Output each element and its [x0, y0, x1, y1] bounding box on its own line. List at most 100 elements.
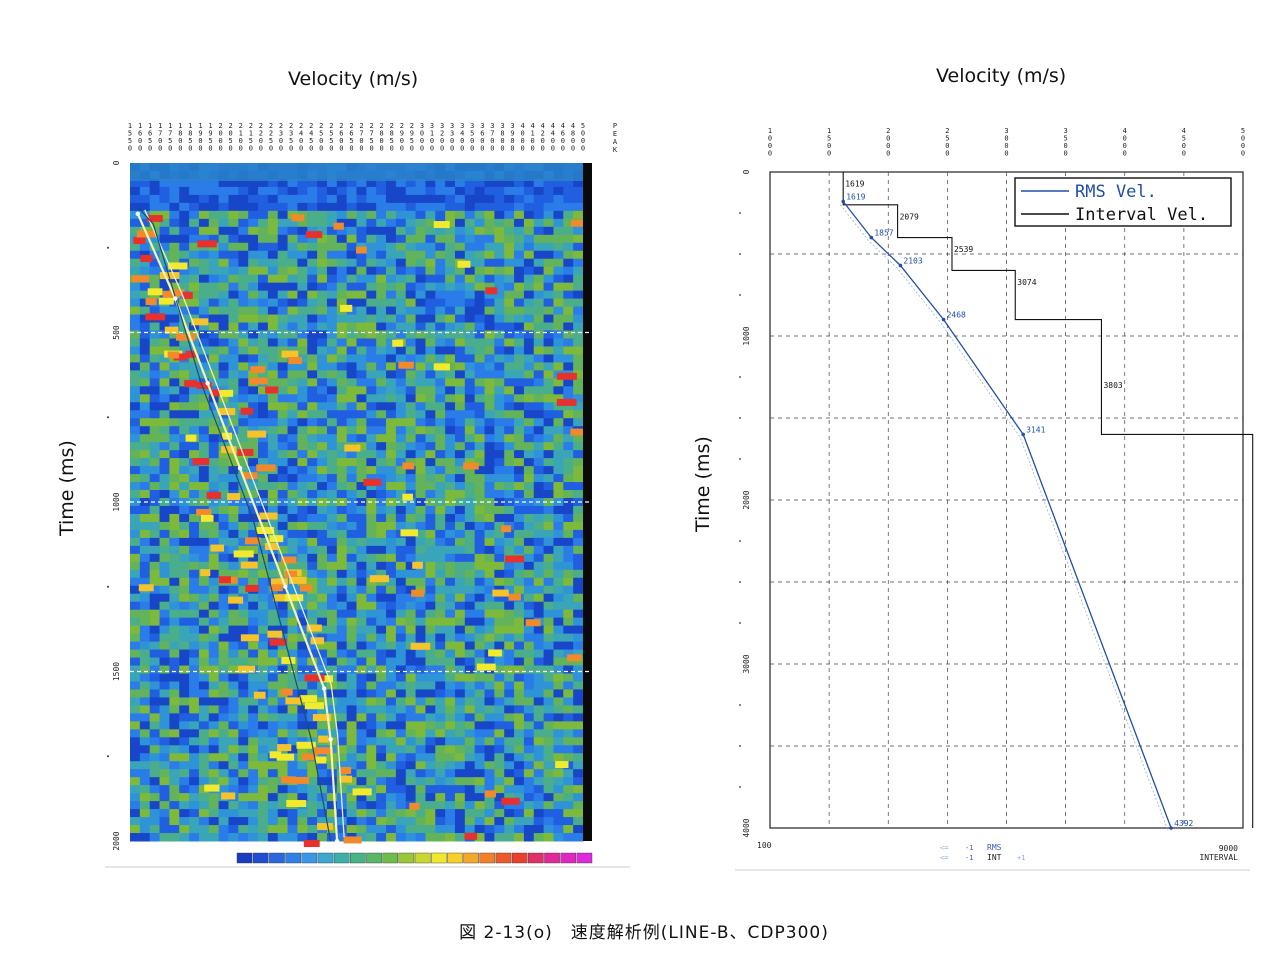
heatmap-cell: [454, 753, 466, 762]
heatmap-cell: [130, 290, 141, 300]
heatmap-cell: [405, 825, 417, 834]
heatmap-cell: [553, 346, 564, 355]
heatmap-cell: [533, 657, 545, 667]
heatmap-cell: [258, 833, 269, 842]
heatmap-cell: [208, 737, 220, 746]
heatmap-cell: [366, 601, 377, 611]
heatmap-cell: [356, 529, 367, 539]
heatmap-cell: [484, 386, 495, 395]
heatmap-cell: [228, 394, 239, 403]
heatmap-cell: [454, 801, 466, 810]
heatmap-cell: [277, 202, 289, 212]
heatmap-cell: [277, 394, 289, 403]
heatmap-cell: [267, 825, 279, 834]
heatmap-cell: [395, 394, 407, 403]
heatmap-cell: [179, 641, 190, 651]
heatmap-cell: [258, 330, 269, 339]
heatmap-cell: [543, 290, 554, 300]
heatmap-cell: [543, 649, 554, 659]
top-tick-label-digit: 9: [208, 130, 212, 138]
heatmap-cell: [415, 338, 426, 347]
heatmap-cell: [395, 314, 407, 324]
heatmap-cell: [445, 513, 456, 523]
heatmap-cell: [277, 641, 289, 651]
heatmap-cell: [514, 833, 525, 842]
heatmap-cell: [405, 537, 417, 547]
heatmap-cell: [198, 769, 210, 778]
heatmap-cell: [356, 194, 367, 204]
heatmap-cell: [464, 521, 476, 531]
heatmap-cell: [228, 809, 239, 818]
heatmap-cell: [149, 306, 161, 316]
heatmap-cell: [543, 601, 554, 611]
heatmap-cell: [336, 649, 348, 659]
heatmap-cell: [553, 689, 564, 698]
heatmap-cell: [139, 713, 151, 722]
heatmap-cell: [514, 641, 525, 651]
heatmap-cell: [504, 442, 515, 451]
heatmap-cell: [494, 186, 505, 196]
heatmap-cell: [533, 314, 545, 324]
heatmap-cell: [317, 545, 328, 555]
heatmap-cell: [159, 394, 170, 403]
heatmap-cell: [445, 641, 456, 651]
top-tick-label-digit: 7: [168, 130, 172, 138]
heatmap-cell: [445, 178, 456, 188]
heatmap-cell: [277, 290, 289, 300]
heatmap-cell: [228, 785, 239, 794]
heatmap-cell: [356, 186, 367, 196]
heatmap-cell: [395, 793, 407, 802]
heatmap-cell: [356, 274, 367, 284]
heatmap-cell: [454, 370, 466, 379]
heatmap-cell: [198, 833, 210, 842]
heatmap-cell: [297, 306, 308, 316]
heatmap-cell: [514, 769, 525, 778]
heatmap-cell: [533, 290, 545, 300]
heatmap-cell: [474, 681, 486, 690]
heatmap-cell: [514, 633, 525, 643]
heatmap-cell: [484, 306, 495, 316]
heatmap-cell: [179, 729, 190, 738]
heatmap-cell: [533, 410, 545, 419]
heatmap-cell: [159, 625, 170, 635]
heatmap-cell: [494, 529, 505, 539]
heatmap-cell: [346, 386, 357, 395]
top-tick-label-digit: 0: [178, 145, 182, 153]
heatmap-cell: [189, 769, 200, 778]
heatmap-cell: [514, 458, 525, 467]
heatmap-cell: [130, 801, 141, 810]
heatmap-cell: [386, 577, 397, 587]
heatmap-cell: [415, 274, 426, 284]
heatmap-cell: [287, 521, 298, 531]
heatmap-cell: [208, 258, 220, 268]
semblance-peak-cell: [221, 446, 237, 454]
heatmap-cell: [336, 378, 348, 387]
heatmap-cell: [208, 498, 220, 507]
heatmap-cell: [573, 721, 584, 730]
heatmap-cell: [356, 521, 367, 531]
heatmap-cell: [326, 274, 338, 284]
heatmap-cell: [159, 553, 170, 563]
top-tick-label-digit: 0: [218, 137, 222, 145]
peak-label-letter: E: [613, 130, 617, 138]
heatmap-cell: [238, 609, 249, 619]
heatmap-cell: [267, 713, 279, 722]
heatmap-cell: [523, 282, 535, 292]
semblance-peak-cell: [410, 642, 431, 650]
heatmap-cell: [258, 601, 269, 611]
heatmap-cell: [415, 609, 426, 619]
heatmap-cell: [159, 402, 170, 411]
heatmap-cell: [346, 410, 357, 419]
heatmap-cell: [149, 729, 161, 738]
heatmap-cell: [533, 482, 545, 491]
top-tick-label-digit: 2: [218, 122, 222, 130]
heatmap-cell: [198, 202, 210, 212]
heatmap-cell: [523, 761, 535, 770]
heatmap-cell: [425, 793, 436, 802]
heatmap-cell: [159, 378, 170, 387]
heatmap-cell: [445, 306, 456, 316]
heatmap-cell: [189, 402, 200, 411]
heatmap-cell: [415, 521, 426, 531]
heatmap-cell: [504, 649, 515, 659]
heatmap-cell: [474, 290, 486, 300]
